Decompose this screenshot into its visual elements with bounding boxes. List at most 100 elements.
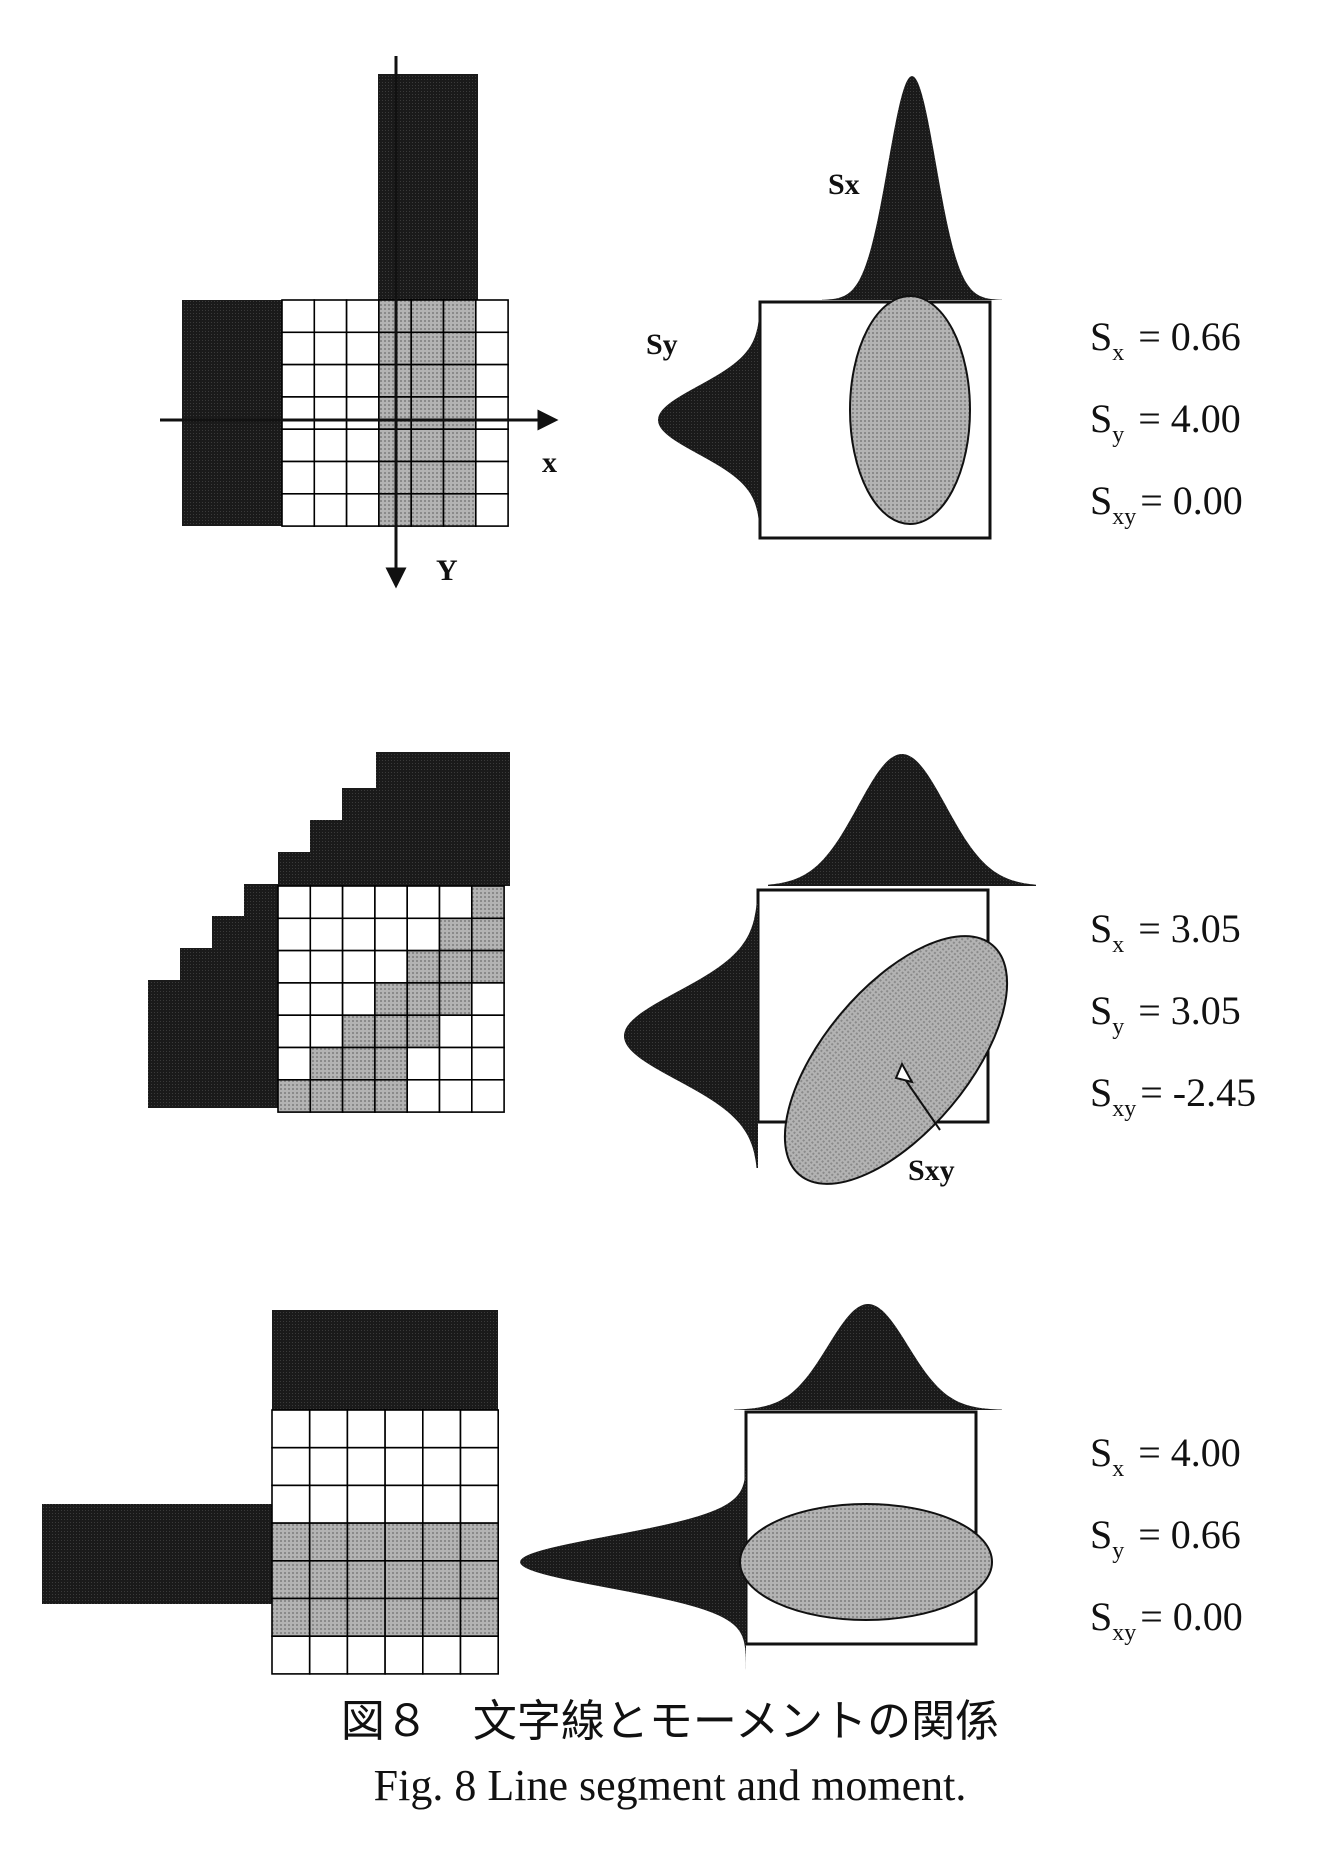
grid-cell	[459, 1597, 500, 1638]
grid-cell	[442, 331, 477, 366]
grid-cell	[346, 1446, 386, 1487]
stat-sx: Sx = 4.00	[1090, 1430, 1241, 1482]
axis-y-label: Y	[436, 554, 458, 587]
grid-cell	[341, 949, 376, 984]
sy-distribution-curve	[520, 1444, 746, 1680]
grid-cell	[474, 396, 509, 430]
grid-cell	[271, 1522, 311, 1562]
grid-cell	[459, 1409, 500, 1449]
grid-cell	[421, 1484, 462, 1524]
stats-block: Sx = 3.05 Sy = 3.05 Sxy = -2.45	[1090, 906, 1256, 1122]
dark-block-left	[182, 300, 282, 526]
grid-cell	[474, 460, 509, 495]
caption-japanese: 図８ 文字線とモーメントの関係	[341, 1696, 999, 1747]
grid-cell	[421, 1522, 462, 1562]
grid-cell	[309, 1046, 344, 1081]
grid-cell	[308, 1597, 349, 1638]
panel-vertical-stroke: x Y Sx Sy Sx = 0.66 Sy = 4.00 Sxy = 0.00	[160, 56, 1243, 589]
grid-cell	[442, 363, 477, 398]
sx-distribution-curve	[768, 754, 1036, 886]
grid-cell	[345, 299, 380, 334]
stat-sy: Sy = 3.05	[1090, 988, 1241, 1040]
sxy-pointer-arrow	[894, 1061, 914, 1084]
grid-cell	[277, 982, 312, 1017]
grid-cell	[341, 885, 376, 920]
grid-cell	[410, 428, 445, 463]
caption-english: Fig. 8 Line segment and moment.	[374, 1761, 967, 1810]
grid-cell	[345, 428, 380, 463]
grid-cell	[281, 428, 316, 463]
grid-cell	[438, 982, 473, 1017]
stat-sx: Sx = 0.66	[1090, 314, 1241, 366]
grid-cell	[346, 1484, 386, 1524]
stat-sy: Sy = 0.66	[1090, 1512, 1241, 1564]
grid-cell	[308, 1484, 349, 1524]
grid-cell	[346, 1522, 386, 1562]
grid-cell	[271, 1484, 311, 1524]
grid-cell	[374, 1079, 408, 1113]
grid-cell	[470, 917, 505, 952]
grid-cell	[406, 917, 441, 952]
grid-cell	[406, 1014, 441, 1049]
grid-cell	[470, 982, 505, 1017]
grid-cell	[470, 885, 505, 920]
grid-cell	[345, 396, 380, 430]
grid-cell	[346, 1560, 386, 1600]
grid-cell	[438, 949, 473, 984]
grid-cell	[438, 1079, 473, 1113]
grid-cell	[345, 492, 380, 527]
grid-cell	[474, 492, 509, 527]
grid-cell	[346, 1409, 386, 1449]
grid-cell	[474, 428, 509, 463]
stat-sy: Sy = 4.00	[1090, 396, 1241, 448]
grid-cell	[459, 1522, 500, 1562]
grid-cell	[406, 1079, 441, 1113]
grid-cell	[384, 1635, 424, 1675]
grid-cell	[470, 1014, 505, 1049]
grid-cell	[459, 1484, 500, 1524]
grid-cell	[410, 363, 445, 398]
grid-cell	[410, 299, 445, 334]
dark-staircase	[148, 752, 510, 1108]
grid-cell	[308, 1522, 349, 1562]
grid-cell	[271, 1409, 311, 1449]
grid-cell	[281, 299, 316, 334]
grid-cell	[313, 492, 348, 527]
grid-cell	[438, 1046, 473, 1081]
sy-distribution-curve	[624, 904, 758, 1168]
grid-cell	[309, 1014, 344, 1049]
grid-cell	[470, 1079, 505, 1113]
grid-cell	[341, 1046, 376, 1081]
pixel-grid	[271, 1409, 500, 1675]
grid-cell	[313, 428, 348, 463]
grid-cell	[438, 917, 473, 952]
stats-block: Sx = 0.66 Sy = 4.00 Sxy = 0.00	[1090, 314, 1243, 530]
grid-cell	[438, 1014, 473, 1049]
grid-cell	[442, 428, 477, 463]
sx-distribution-curve	[734, 1304, 1002, 1410]
grid-cell	[281, 492, 316, 527]
grid-cell	[421, 1560, 462, 1600]
grid-cell	[271, 1446, 311, 1487]
grid-cell	[277, 917, 312, 952]
grid-cell	[308, 1635, 349, 1675]
grid-cell	[345, 460, 380, 495]
grid-cell	[374, 885, 408, 920]
grid-cell	[309, 949, 344, 984]
grid-cell	[459, 1560, 500, 1600]
grid-cell	[308, 1560, 349, 1600]
moment-ellipse	[739, 1503, 993, 1621]
grid-cell	[346, 1635, 386, 1675]
grid-cell	[313, 299, 348, 334]
stats-block: Sx = 4.00 Sy = 0.66 Sxy = 0.00	[1090, 1430, 1243, 1646]
grid-cell	[277, 1046, 312, 1081]
grid-cell	[406, 885, 441, 920]
pixel-grid	[277, 885, 505, 1113]
grid-cell	[410, 492, 445, 527]
grid-cell	[313, 396, 348, 430]
sxy-label: Sxy	[908, 1154, 955, 1187]
grid-cell	[309, 885, 344, 920]
grid-cell	[384, 1446, 424, 1487]
grid-cell	[341, 917, 376, 952]
grid-cell	[281, 363, 316, 398]
